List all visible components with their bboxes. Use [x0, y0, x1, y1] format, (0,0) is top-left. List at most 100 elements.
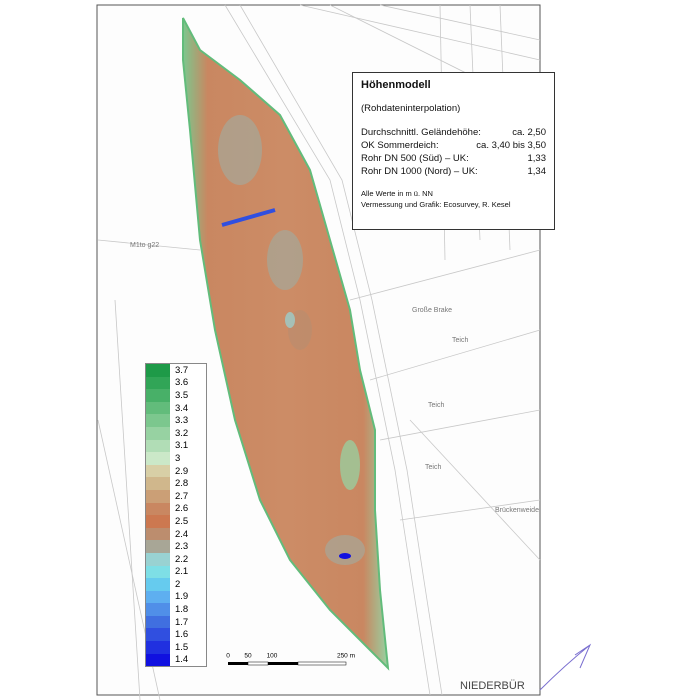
info-value: ca. 2,50 [512, 127, 546, 138]
legend-label: 3.6 [175, 377, 189, 389]
legend-item: 1.7 [146, 615, 206, 629]
legend-swatch [146, 578, 170, 591]
map-label: Teich [428, 402, 444, 409]
info-note: Vermessung und Grafik: Ecosurvey, R. Kes… [361, 200, 511, 209]
elevation-patches [218, 115, 365, 565]
scale-label: 0 [226, 653, 230, 660]
legend-item: 1.8 [146, 603, 206, 616]
legend-item: 1.6 [146, 628, 206, 642]
legend-label: 3.1 [175, 440, 189, 452]
legend-swatch [146, 653, 170, 667]
map-label: Große Brake [412, 307, 452, 314]
pipe-south [339, 553, 351, 559]
legend-item: 3.5 [146, 389, 206, 402]
legend-label: 3.4 [175, 402, 189, 414]
map-label: NIEDERBÜR [460, 680, 525, 692]
legend-item: 2.8 [146, 477, 206, 490]
legend-swatch [146, 439, 170, 453]
map-label: M1to g22 [130, 242, 159, 249]
info-label: Durchschnittl. Geländehöhe: [361, 127, 481, 138]
legend-swatch [146, 552, 170, 566]
legend-label: 2.8 [175, 478, 189, 490]
info-label: OK Sommerdeich: [361, 140, 439, 151]
legend-label: 1.8 [175, 604, 189, 616]
legend-item: 3 [146, 452, 206, 465]
info-value: 1,33 [527, 153, 547, 164]
info-box: Höhenmodell (Rohdateninterpolation) Durc… [352, 72, 555, 230]
legend-item: 2.9 [146, 464, 206, 478]
legend-item: 2.5 [146, 515, 206, 528]
scale-label: 250 m [337, 653, 355, 660]
legend-label: 2.5 [175, 515, 189, 527]
legend-label: 3.3 [175, 415, 189, 427]
legend-swatch [146, 628, 170, 642]
legend-item: 2.1 [146, 565, 206, 579]
legend-swatch [146, 364, 170, 377]
info-row: OK Sommerdeich: ca. 3,40 bis 3,50 [361, 139, 546, 152]
legend-swatch [146, 376, 170, 390]
scale-label: 100 [267, 653, 278, 660]
legend-swatch [146, 477, 170, 490]
legend-swatch [146, 515, 170, 528]
info-row: Durchschnittl. Geländehöhe: ca. 2,50 [361, 126, 546, 139]
legend-label: 1.7 [175, 616, 189, 628]
legend-label: 2.7 [175, 490, 189, 502]
pipe-north [221, 208, 276, 227]
legend-swatch [146, 540, 170, 553]
scale-label: 50 [244, 653, 252, 660]
legend-swatch [146, 426, 170, 440]
legend: 3.7 3.6 3.5 3.4 3.3 3.2 3.1 3 2.9 2.8 2.7 2.6 2.5 2.4… [145, 363, 207, 668]
map-label-group: M1to g22 Große Brake Teich Teich Teich B… [130, 242, 539, 692]
legend-label: 1.5 [175, 641, 189, 653]
legend-swatch [146, 414, 170, 427]
legend-label: 1.6 [175, 629, 189, 641]
legend-label: 2.1 [175, 566, 189, 578]
info-label: Rohr DN 500 (Süd) – UK: [361, 153, 469, 164]
legend-item: 2.6 [146, 502, 206, 516]
legend-item: 2.7 [146, 489, 206, 503]
info-rows: Durchschnittl. Geländehöhe: ca. 2,50 OK So… [361, 126, 546, 178]
legend-swatch [146, 489, 170, 503]
scale-bar: 0 50 100 250 m [226, 653, 355, 666]
legend-label: 3 [175, 452, 181, 464]
legend-item: 3.7 [146, 364, 206, 377]
legend-label: 3.7 [175, 364, 189, 376]
legend-item: 3.6 [146, 376, 206, 390]
info-value: 1,34 [527, 166, 547, 177]
legend-item: 2.4 [146, 527, 206, 541]
legend-item: 1.4 [146, 653, 206, 667]
info-note: Alle Werte in m ü. NN [361, 189, 433, 198]
legend-swatch [146, 590, 170, 604]
legend-label: 2.9 [175, 465, 189, 477]
legend-label: 2.3 [175, 541, 189, 553]
legend-swatch [146, 464, 170, 478]
map-label: Teich [452, 337, 468, 344]
legend-item: 2.2 [146, 552, 206, 566]
legend-swatch [146, 641, 170, 654]
map-label: Teich [425, 464, 441, 471]
info-subtitle: (Rohdateninterpolation) [361, 103, 461, 114]
legend-item: 1.5 [146, 641, 206, 654]
legend-item: 3.1 [146, 439, 206, 453]
legend-label: 3.5 [175, 389, 189, 401]
signature [539, 643, 592, 691]
legend-label: 3.2 [175, 427, 189, 439]
legend-item: 1.9 [146, 590, 206, 604]
legend-label: 2.2 [175, 553, 189, 565]
legend-item: 2 [146, 578, 206, 591]
map-label: Brückenweide [495, 507, 539, 514]
legend-swatch [146, 452, 170, 465]
info-row: Rohr DN 500 (Süd) – UK: 1,33 [361, 152, 546, 165]
legend-swatch [146, 502, 170, 516]
legend-swatch [146, 389, 170, 402]
info-label: Rohr DN 1000 (Nord) – UK: [361, 166, 478, 177]
info-title: Höhenmodell [361, 79, 431, 91]
legend-item: 2.3 [146, 540, 206, 553]
legend-label: 2.4 [175, 528, 189, 540]
legend-swatch [146, 603, 170, 616]
legend-item: 3.3 [146, 414, 206, 427]
legend-label: 2.6 [175, 503, 189, 515]
legend-swatch [146, 615, 170, 629]
legend-item: 3.2 [146, 426, 206, 440]
